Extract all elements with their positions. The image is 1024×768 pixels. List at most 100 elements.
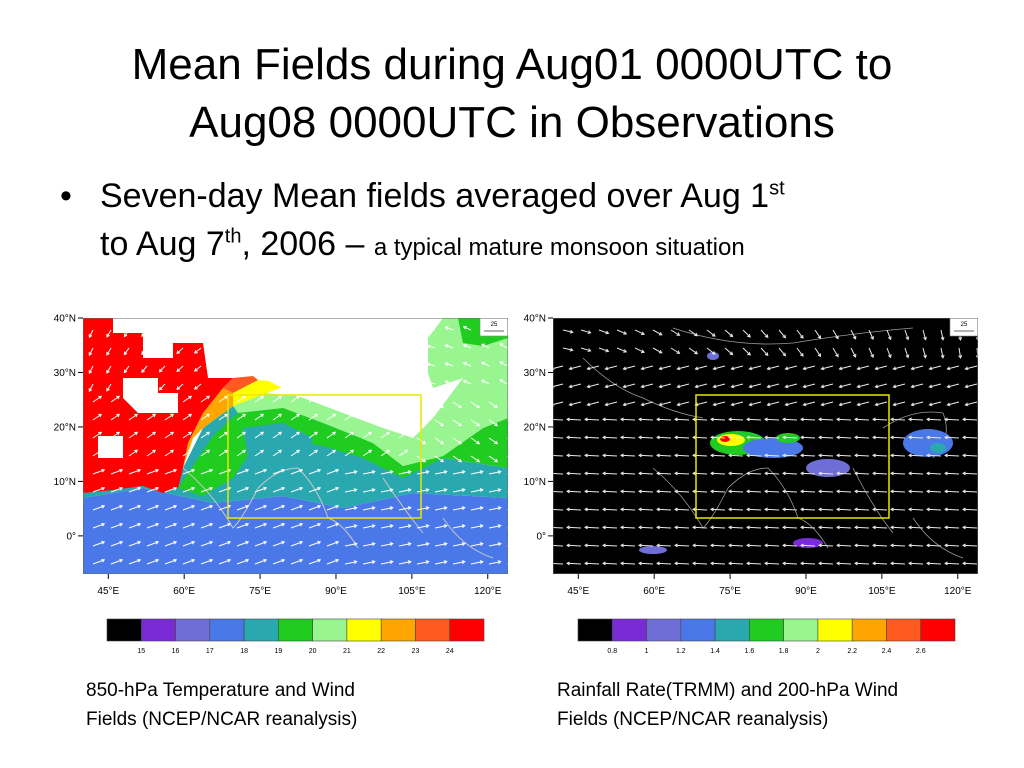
rain-wind-vector bbox=[622, 401, 636, 407]
rainfall-wind-vectors bbox=[553, 329, 978, 566]
rain-wind-vector bbox=[964, 401, 978, 407]
temp-wind-vector bbox=[176, 365, 184, 373]
temp-wind-vector bbox=[398, 524, 412, 529]
temp-wind-vector bbox=[236, 468, 250, 475]
rain-wind-vector bbox=[800, 471, 816, 476]
rain-wind-vector bbox=[730, 365, 744, 371]
rain-wind-vector bbox=[944, 543, 960, 548]
title-line-2: Aug08 0000UTC in Observations bbox=[189, 98, 835, 147]
rain-wind-vector bbox=[710, 561, 726, 566]
rain-wind-vector bbox=[602, 561, 618, 566]
rain-wind-vector bbox=[674, 561, 690, 566]
rainfall-axes: 45°E 60°E 75°E 90°E 105°E 120°E 40°N 30°N 20°N 10… bbox=[524, 314, 972, 598]
temp-wind-vector bbox=[128, 504, 142, 511]
rain-patches bbox=[639, 352, 953, 554]
rain-wind-vector bbox=[890, 507, 906, 512]
rain-wind-vector bbox=[566, 543, 582, 548]
temp-wind-vector bbox=[236, 558, 250, 565]
temp-wind-vector bbox=[92, 504, 106, 511]
temp-wind-vector bbox=[236, 449, 247, 457]
rain-colorbar-label: 1 bbox=[645, 648, 649, 655]
rain-wind-vector bbox=[854, 417, 870, 422]
rain-wind-vector bbox=[728, 435, 744, 440]
rain-wind-vector bbox=[616, 329, 628, 335]
rain-wind-vector bbox=[766, 401, 780, 407]
rain-wind-vector bbox=[800, 453, 816, 458]
rain-wind-vector bbox=[802, 383, 816, 389]
temp-wind-vector bbox=[344, 488, 358, 493]
temp-wind-vector bbox=[380, 506, 394, 511]
temp-wind-vector bbox=[308, 558, 322, 565]
rain-wind-vector bbox=[706, 347, 716, 355]
rain-wind-vector bbox=[562, 329, 574, 334]
rain-wind-vector bbox=[620, 453, 636, 458]
bullet-text: Seven-day Mean fields averaged over Aug … bbox=[100, 172, 980, 272]
temp-wind-vector bbox=[158, 365, 166, 373]
rain-reference-vector-label: 25 bbox=[961, 322, 968, 328]
temp-wind-vector bbox=[110, 468, 124, 475]
temp-wind-vector bbox=[416, 470, 430, 475]
rain-wind-vector bbox=[784, 383, 798, 389]
temp-wind-vector bbox=[470, 437, 481, 445]
temp-wind-vector bbox=[434, 506, 448, 511]
temp-wind-vector bbox=[488, 542, 502, 547]
temp-wind-vector bbox=[308, 449, 319, 457]
temp-wind-vector bbox=[470, 506, 484, 511]
rain-wind-vector bbox=[638, 417, 654, 422]
temp-wind-vector bbox=[452, 542, 466, 547]
rain-colorbar-label: 1.8 bbox=[779, 648, 789, 655]
temp-wind-vector bbox=[146, 449, 157, 457]
rain-wind-vector bbox=[638, 507, 654, 512]
temp-colorbar-label: 21 bbox=[343, 648, 351, 655]
rain-colorbar-label: 1.6 bbox=[744, 648, 754, 655]
temp-colorbar-label: 23 bbox=[412, 648, 420, 655]
temp-wind-vector bbox=[462, 325, 472, 331]
rain-wind-vector bbox=[836, 543, 852, 548]
temp-wind-vector bbox=[344, 449, 355, 457]
temp-wind-vector bbox=[106, 347, 112, 356]
rain-wind-vector bbox=[818, 543, 834, 548]
temp-colorbar-swatch bbox=[140, 618, 176, 642]
temp-colorbar-label: 19 bbox=[274, 648, 282, 655]
temp-wind-vector bbox=[164, 486, 178, 493]
temp-wind-vector bbox=[434, 560, 448, 565]
temp-wind-vector bbox=[426, 326, 436, 331]
temperature-caption-line-1: 850-hPa Temperature and Wind bbox=[86, 680, 355, 701]
rain-wind-vector bbox=[764, 471, 780, 476]
temp-wind-vector bbox=[488, 560, 502, 565]
temp-wind-vector bbox=[128, 431, 139, 439]
temp-wind-vector bbox=[200, 468, 214, 475]
temperature-wind-vectors bbox=[88, 325, 508, 565]
rain-wind-vector bbox=[710, 525, 726, 530]
rain-wind-vector bbox=[944, 507, 960, 512]
rain-wind-vector bbox=[622, 383, 636, 389]
temp-wind-vector bbox=[141, 347, 148, 355]
rain-x-tick-label: 60°E bbox=[643, 586, 665, 597]
rain-wind-vector bbox=[620, 507, 636, 512]
rain-wind-vector bbox=[872, 543, 888, 548]
bullet-part-3: , 2006 – bbox=[241, 225, 374, 263]
rain-wind-vector bbox=[728, 525, 744, 530]
temp-wind-vector bbox=[488, 488, 502, 493]
rain-wind-vector bbox=[944, 435, 960, 440]
temp-wind-vector bbox=[416, 524, 430, 529]
temp-region-orange bbox=[183, 388, 233, 468]
rain-wind-vector bbox=[746, 489, 762, 494]
temp-wind-vector bbox=[416, 560, 430, 565]
temp-wind-vector bbox=[462, 343, 472, 349]
rain-wind-vector bbox=[868, 347, 874, 359]
rain-wind-vector bbox=[926, 507, 942, 512]
rain-wind-vector bbox=[784, 365, 798, 371]
temp-colorbar-label: 20 bbox=[309, 648, 317, 655]
rain-wind-vector bbox=[800, 417, 816, 422]
rain-wind-vector bbox=[620, 525, 636, 530]
temp-wind-vector bbox=[254, 413, 265, 421]
rain-wind-vector bbox=[742, 347, 751, 356]
rain-y-tick-label: 0° bbox=[536, 531, 546, 542]
rain-wind-vector bbox=[566, 453, 582, 458]
temp-wind-vector bbox=[182, 558, 196, 565]
temp-region-orangered bbox=[223, 376, 258, 393]
rain-wind-vector bbox=[928, 365, 942, 371]
temp-wind-vector bbox=[110, 431, 121, 439]
rain-wind-vector bbox=[908, 561, 924, 566]
